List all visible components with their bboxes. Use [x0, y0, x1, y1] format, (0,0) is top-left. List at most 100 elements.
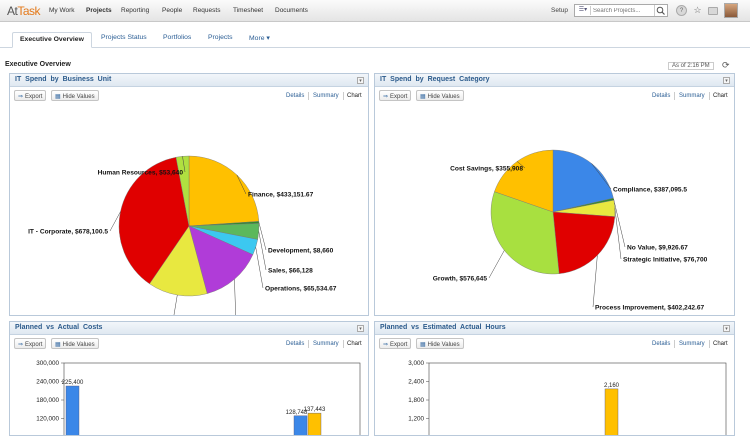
view-details-link[interactable]: Details — [652, 341, 671, 347]
pie-slice[interactable] — [149, 225, 208, 297]
updates-icon[interactable] — [708, 7, 718, 15]
panel-toolbar: ⇒ Export ▦ Hide Values Details Summary Chart — [375, 336, 734, 350]
view-details-link[interactable]: Details — [652, 93, 671, 99]
hide-values-label: Hide Values — [62, 342, 95, 348]
panel-title: Planned vs Actual Costs — [15, 324, 103, 331]
slice-label: Operations, $65,534.67 — [265, 285, 337, 292]
slice-label: IT - Corporate, $678,100.5 — [28, 228, 108, 235]
slice-label: Compliance, $387,095.5 — [613, 186, 687, 193]
y-tick-label: 1,800 — [408, 397, 424, 404]
y-tick-label: 3,000 — [408, 360, 424, 367]
label-leader-line — [236, 174, 247, 195]
attask-logo[interactable]: AtTask — [7, 4, 41, 18]
bar[interactable] — [293, 415, 308, 436]
export-button[interactable]: ⇒ Export — [14, 338, 47, 349]
y-tick-label: 1,200 — [408, 416, 424, 423]
tab-portfolios[interactable]: Portfolios — [163, 34, 192, 41]
search-icon[interactable] — [654, 5, 666, 16]
y-tick-label: 240,000 — [36, 379, 59, 386]
refresh-icon[interactable]: ⟳ — [722, 60, 730, 70]
bar-value-label: 137,443 — [304, 407, 326, 413]
nav-requests[interactable]: Requests — [193, 7, 221, 14]
view-separator — [709, 340, 710, 348]
label-leader-line — [173, 294, 178, 315]
export-label: Export — [390, 342, 408, 348]
export-button[interactable]: ⇒ Export — [379, 90, 412, 101]
panel-title: IT Spend by Request Category — [380, 76, 490, 83]
view-summary-link[interactable]: Summary — [679, 93, 705, 99]
slice-label: Cost Savings, $355,908 — [450, 165, 523, 172]
setup-link[interactable]: Setup — [551, 7, 568, 14]
tab-projects[interactable]: Projects — [208, 34, 233, 41]
tab-executive-overview[interactable]: Executive Overview — [12, 32, 92, 48]
bar-value-label: 128,748 — [286, 410, 308, 416]
view-separator — [343, 340, 344, 348]
slice-label: Sales, $66,128 — [268, 267, 313, 274]
panel-title: Planned vs Estimated Actual Hours — [380, 324, 506, 331]
nav-my-work[interactable]: My Work — [49, 7, 75, 14]
pie-slice[interactable] — [188, 155, 260, 227]
view-details-link[interactable]: Details — [286, 341, 305, 347]
view-summary-link[interactable]: Summary — [313, 341, 339, 347]
search-box: ☰▾ — [574, 4, 668, 17]
view-summary-link[interactable]: Summary — [679, 341, 705, 347]
export-icon: ⇒ — [18, 342, 24, 348]
bar[interactable] — [604, 388, 619, 436]
bar-chart: 300,000 240,000 180,000 120,000 225,400 128,7… — [36, 360, 361, 436]
panel-title: IT Spend by Business Unit — [15, 76, 112, 83]
bar[interactable] — [65, 385, 80, 436]
bar[interactable] — [307, 412, 322, 436]
view-chart-link[interactable]: Chart — [713, 341, 728, 347]
nav-documents[interactable]: Documents — [275, 7, 308, 14]
search-input[interactable] — [593, 6, 653, 15]
pie-chart: Compliance, $387,095.5 No Value, $9,926.6… — [433, 149, 708, 311]
y-tick-label: 300,000 — [36, 360, 59, 367]
export-label: Export — [390, 94, 408, 100]
nav-people[interactable]: People — [162, 7, 183, 14]
pie-chart: Finance, $433,151.67 Development, $8,660 S… — [28, 155, 337, 315]
hide-values-button[interactable]: ▦ Hide Values — [416, 90, 464, 101]
view-separator — [674, 92, 675, 100]
collapse-icon[interactable]: ▾ — [357, 77, 364, 84]
pie-slice[interactable] — [494, 149, 554, 213]
hide-values-button[interactable]: ▦ Hide Values — [416, 338, 464, 349]
logo-text-a: At — [7, 4, 18, 18]
view-chart-link[interactable]: Chart — [347, 93, 362, 99]
label-leader-line — [234, 279, 236, 315]
panel-it-spend-request-category: IT Spend by Request Category ▾ ⇒ Export ▦ Hid… — [374, 73, 735, 316]
panel-header: Planned vs Actual Costs ▾ — [10, 322, 368, 335]
help-icon[interactable]: ? — [676, 5, 687, 16]
label-leader-line — [516, 161, 526, 169]
collapse-icon[interactable]: ▾ — [723, 77, 730, 84]
collapse-icon[interactable]: ▾ — [723, 325, 730, 332]
collapse-icon[interactable]: ▾ — [357, 325, 364, 332]
pie-slice[interactable] — [175, 155, 190, 227]
nav-reporting[interactable]: Reporting — [121, 7, 150, 14]
export-label: Export — [25, 342, 43, 348]
pie-slice[interactable] — [552, 211, 616, 274]
view-details-link[interactable]: Details — [286, 93, 305, 99]
nav-projects[interactable]: Projects — [86, 7, 112, 14]
tab-more[interactable]: More ▾ — [249, 35, 270, 42]
hide-values-icon: ▦ — [55, 94, 61, 100]
export-button[interactable]: ⇒ Export — [379, 338, 412, 349]
pie-slice[interactable] — [188, 225, 254, 294]
slice-label: No Value, $9,926.67 — [627, 244, 688, 251]
star-icon[interactable]: ☆ — [693, 5, 702, 15]
panel-toolbar: ⇒ Export ▦ Hide Values Details Summary Chart — [10, 336, 368, 350]
panel-header: Planned vs Estimated Actual Hours ▾ — [375, 322, 734, 335]
view-separator — [308, 92, 309, 100]
user-avatar[interactable] — [724, 3, 738, 18]
view-separator — [308, 340, 309, 348]
hide-values-icon: ▦ — [55, 342, 61, 348]
view-summary-link[interactable]: Summary — [313, 93, 339, 99]
view-chart-link[interactable]: Chart — [713, 93, 728, 99]
view-chart-link[interactable]: Chart — [347, 341, 362, 347]
search-scope-select[interactable]: ☰▾ — [576, 6, 591, 15]
hide-values-button[interactable]: ▦ Hide Values — [51, 90, 99, 101]
pie-slice[interactable] — [490, 191, 560, 275]
export-button[interactable]: ⇒ Export — [14, 90, 47, 101]
tab-projects-status[interactable]: Projects Status — [101, 34, 147, 41]
hide-values-button[interactable]: ▦ Hide Values — [51, 338, 99, 349]
nav-timesheet[interactable]: Timesheet — [233, 7, 264, 14]
